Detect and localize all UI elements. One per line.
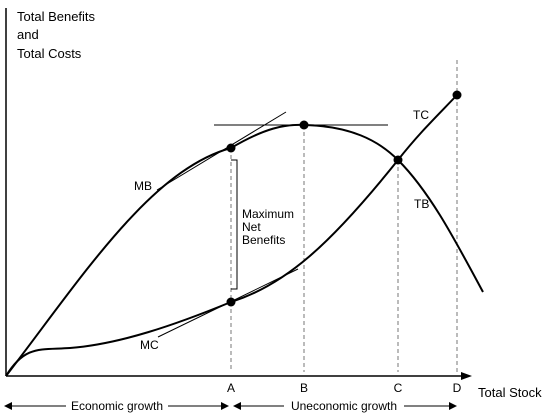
economic-label-bg	[66, 398, 168, 412]
label-mc: MC	[140, 338, 159, 352]
tc-curve	[5, 94, 458, 377]
label-mb: MB	[134, 179, 152, 193]
mb-tangent	[156, 111, 287, 191]
annotation-line1: Maximum	[242, 207, 294, 221]
net-benefit-bracket	[231, 159, 238, 290]
economic-arrow-left	[4, 402, 12, 410]
point-c-intersection	[393, 155, 403, 165]
point-a-tc	[226, 297, 236, 307]
y-axis-title-line1: Total Benefits	[17, 9, 96, 24]
uneconomic-arrow-left	[233, 402, 241, 410]
annotation-line3: Benefits	[242, 233, 285, 247]
point-b-max	[299, 120, 309, 130]
economic-arrow-right	[221, 402, 229, 410]
label-tb: TB	[414, 197, 429, 211]
point-d-tc	[452, 90, 462, 100]
tb-curve	[5, 123, 484, 377]
y-axis-title-line2: and	[17, 27, 39, 42]
tick-d: D	[453, 381, 462, 395]
tick-a: A	[227, 381, 235, 395]
y-axis-title-line3: Total Costs	[17, 46, 82, 61]
uneconomic-arrow-right	[449, 402, 457, 410]
uneconomic-label: Uneconomic growth	[291, 399, 397, 413]
tick-b: B	[300, 381, 308, 395]
point-a-tb	[226, 143, 236, 153]
x-axis-arrow	[461, 372, 472, 380]
tick-c: C	[394, 381, 403, 395]
label-tc: TC	[413, 108, 429, 122]
x-axis-title: Total Stock	[478, 385, 542, 400]
annotation-line2: Net	[242, 220, 261, 234]
economic-label: Economic growth	[71, 399, 163, 413]
uneconomic-label-bg	[284, 398, 404, 412]
